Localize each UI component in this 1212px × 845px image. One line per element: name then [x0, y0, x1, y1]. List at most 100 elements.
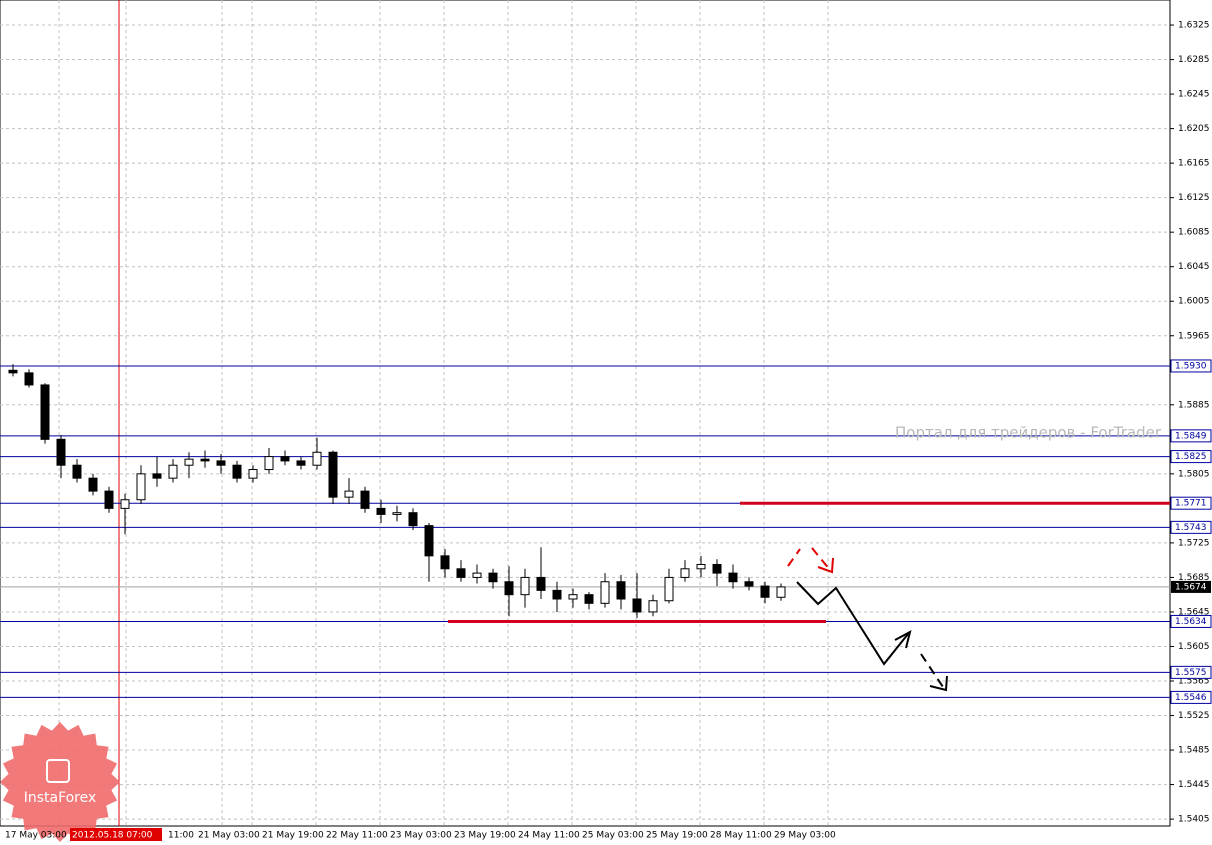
- y-tick-label: 1.5485: [1178, 746, 1210, 756]
- y-tick-label: 1.6205: [1178, 124, 1210, 134]
- candle-body: [504, 581, 514, 596]
- y-tick-label: 1.5445: [1178, 780, 1210, 790]
- alt-arrows: [787, 547, 834, 574]
- y-tick-label: 1.5685: [1178, 573, 1210, 583]
- candle-body: [664, 576, 674, 602]
- candle-body: [296, 460, 306, 466]
- x-tick-label: 21 May 19:00: [262, 831, 324, 841]
- level-label-box: [1170, 690, 1212, 704]
- logo-text: InstaForex: [24, 790, 97, 806]
- x-tick-label: 29 May 03:00: [774, 831, 836, 841]
- x-tick-label: 11:00: [168, 831, 194, 841]
- logo: InstaForex: [0, 722, 120, 842]
- candle-body: [536, 576, 546, 591]
- candle-body: [632, 598, 642, 613]
- level-label: 1.5771: [1175, 499, 1207, 509]
- candle-body: [232, 464, 242, 479]
- candle-body: [184, 458, 194, 466]
- candle-body: [600, 581, 610, 604]
- candle-body: [776, 586, 786, 598]
- y-tick-label: 1.5405: [1178, 815, 1210, 825]
- level-label: 1.5575: [1175, 668, 1207, 678]
- candle-body: [696, 563, 706, 570]
- y-tick-label: 1.5645: [1178, 607, 1210, 617]
- y-tick-label: 1.5565: [1178, 676, 1210, 686]
- candle-body: [88, 477, 98, 492]
- y-tick-label: 1.5525: [1178, 711, 1210, 721]
- y-tick-label: 1.6325: [1178, 21, 1210, 31]
- candle-body: [136, 473, 146, 501]
- candle-body: [280, 456, 290, 462]
- x-tick-label: 21 May 03:00: [198, 831, 260, 841]
- plot-area: [0, 0, 1171, 827]
- level-label-box: [1170, 359, 1212, 373]
- candle-body: [216, 460, 226, 466]
- level-label: 1.5849: [1175, 431, 1207, 441]
- y-tick-label: 1.5605: [1178, 642, 1210, 652]
- level-label-box: [1170, 450, 1212, 464]
- forecast-dashed: [920, 653, 946, 691]
- candle-body: [440, 555, 450, 570]
- level-label-box: [1170, 614, 1212, 628]
- x-tick-label: 25 May 19:00: [646, 831, 708, 841]
- y-tick-label: 1.6085: [1178, 228, 1210, 238]
- candle-body: [200, 458, 210, 462]
- candle-body: [168, 464, 178, 479]
- candle-body: [584, 594, 594, 604]
- x-tick-label: 23 May 03:00: [390, 831, 452, 841]
- candle-body: [424, 525, 434, 557]
- y-tick-label: 1.6245: [1178, 90, 1210, 100]
- forecast-arrows: [796, 581, 948, 692]
- candle-body: [72, 464, 82, 479]
- x-tick-label: 2012.05.18 07:00: [72, 831, 153, 841]
- candle-body: [152, 473, 162, 479]
- y-tick-label: 1.6005: [1178, 297, 1210, 307]
- candle-body: [344, 490, 354, 498]
- x-label-highlight: [70, 828, 162, 841]
- level-label: 1.5743: [1175, 523, 1207, 533]
- y-tick-label: 1.6125: [1178, 193, 1210, 203]
- watermark: Портал для трейдеров - ForTrader: [895, 424, 1162, 442]
- y-tick-label: 1.6165: [1178, 159, 1210, 169]
- y-tick-label: 1.5725: [1178, 538, 1210, 548]
- level-label: 1.5930: [1175, 361, 1207, 371]
- y-tick-label: 1.6285: [1178, 55, 1210, 65]
- candle-body: [312, 451, 322, 466]
- arrow-head: [817, 557, 834, 574]
- candle-body: [264, 456, 274, 471]
- candle-body: [680, 568, 690, 578]
- candle-body: [488, 572, 498, 583]
- arrow-head: [929, 675, 948, 692]
- candle-body: [568, 594, 578, 600]
- candle-body: [392, 512, 402, 515]
- alt-dashed: [811, 547, 831, 571]
- x-tick-label: 25 May 03:00: [582, 831, 644, 841]
- candle-body: [760, 585, 770, 598]
- current-price-label: 1.5674: [1175, 582, 1207, 592]
- x-tick-label: 17 May 03:00: [5, 831, 67, 841]
- candle-body: [744, 581, 754, 587]
- candle-body: [520, 576, 530, 596]
- level-label-box: [1170, 665, 1212, 679]
- candle-body: [616, 581, 626, 600]
- candle-body: [472, 572, 482, 578]
- candle-body: [40, 384, 50, 440]
- candle-body: [248, 469, 258, 479]
- forecast-path: [796, 581, 909, 666]
- candle-body: [552, 589, 562, 600]
- level-label: 1.5634: [1175, 617, 1207, 627]
- y-tick-label: 1.6045: [1178, 262, 1210, 272]
- level-label: 1.5546: [1175, 693, 1207, 703]
- arrow-head: [894, 630, 912, 649]
- candle-body: [712, 563, 722, 574]
- alt-dashed: [787, 548, 801, 567]
- current-price-box: [1171, 580, 1211, 593]
- level-label-box: [1170, 429, 1212, 443]
- x-tick-label: 24 May 11:00: [518, 831, 580, 841]
- x-tick-label: 23 May 19:00: [454, 831, 516, 841]
- y-tick-label: 1.5965: [1178, 331, 1210, 341]
- candle-body: [376, 507, 386, 515]
- x-tick-label: 22 May 11:00: [326, 831, 388, 841]
- candle-body: [360, 490, 370, 509]
